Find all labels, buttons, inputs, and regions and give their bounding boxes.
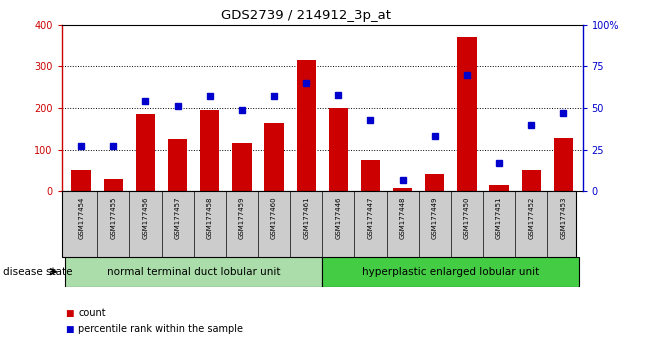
Bar bbox=[457, 37, 477, 191]
Text: GSM177460: GSM177460 bbox=[271, 196, 277, 239]
Text: GSM177453: GSM177453 bbox=[561, 196, 566, 239]
Text: GSM177451: GSM177451 bbox=[496, 196, 502, 239]
Bar bbox=[425, 174, 445, 191]
Text: GSM177447: GSM177447 bbox=[367, 196, 374, 239]
Text: ■: ■ bbox=[65, 325, 74, 334]
Text: normal terminal duct lobular unit: normal terminal duct lobular unit bbox=[107, 267, 281, 277]
Bar bbox=[104, 179, 123, 191]
Text: GSM177455: GSM177455 bbox=[110, 196, 117, 239]
Bar bbox=[361, 160, 380, 191]
Text: count: count bbox=[78, 308, 105, 318]
Text: GSM177456: GSM177456 bbox=[143, 196, 148, 239]
Text: GSM177448: GSM177448 bbox=[400, 196, 406, 239]
Text: GDS2739 / 214912_3p_at: GDS2739 / 214912_3p_at bbox=[221, 9, 391, 22]
Text: GSM177457: GSM177457 bbox=[174, 196, 180, 239]
Text: GSM177461: GSM177461 bbox=[303, 196, 309, 239]
Text: ■: ■ bbox=[65, 309, 74, 318]
Bar bbox=[232, 143, 251, 191]
Text: GSM177450: GSM177450 bbox=[464, 196, 470, 239]
Text: GSM177458: GSM177458 bbox=[207, 196, 213, 239]
Bar bbox=[521, 170, 541, 191]
Bar bbox=[490, 185, 508, 191]
Bar bbox=[296, 60, 316, 191]
Bar bbox=[200, 110, 219, 191]
Text: hyperplastic enlarged lobular unit: hyperplastic enlarged lobular unit bbox=[362, 267, 540, 277]
Text: GSM177446: GSM177446 bbox=[335, 196, 341, 239]
Bar bbox=[168, 139, 187, 191]
Bar bbox=[554, 138, 573, 191]
Text: GSM177449: GSM177449 bbox=[432, 196, 437, 239]
Bar bbox=[393, 188, 412, 191]
Bar bbox=[322, 257, 579, 287]
Text: disease state: disease state bbox=[3, 267, 73, 277]
Text: GSM177454: GSM177454 bbox=[78, 196, 84, 239]
Bar bbox=[136, 114, 155, 191]
Bar bbox=[329, 108, 348, 191]
Text: percentile rank within the sample: percentile rank within the sample bbox=[78, 324, 243, 334]
Bar bbox=[72, 170, 90, 191]
Text: GSM177459: GSM177459 bbox=[239, 196, 245, 239]
Bar bbox=[264, 122, 284, 191]
Bar bbox=[65, 257, 322, 287]
Text: GSM177452: GSM177452 bbox=[528, 196, 534, 239]
